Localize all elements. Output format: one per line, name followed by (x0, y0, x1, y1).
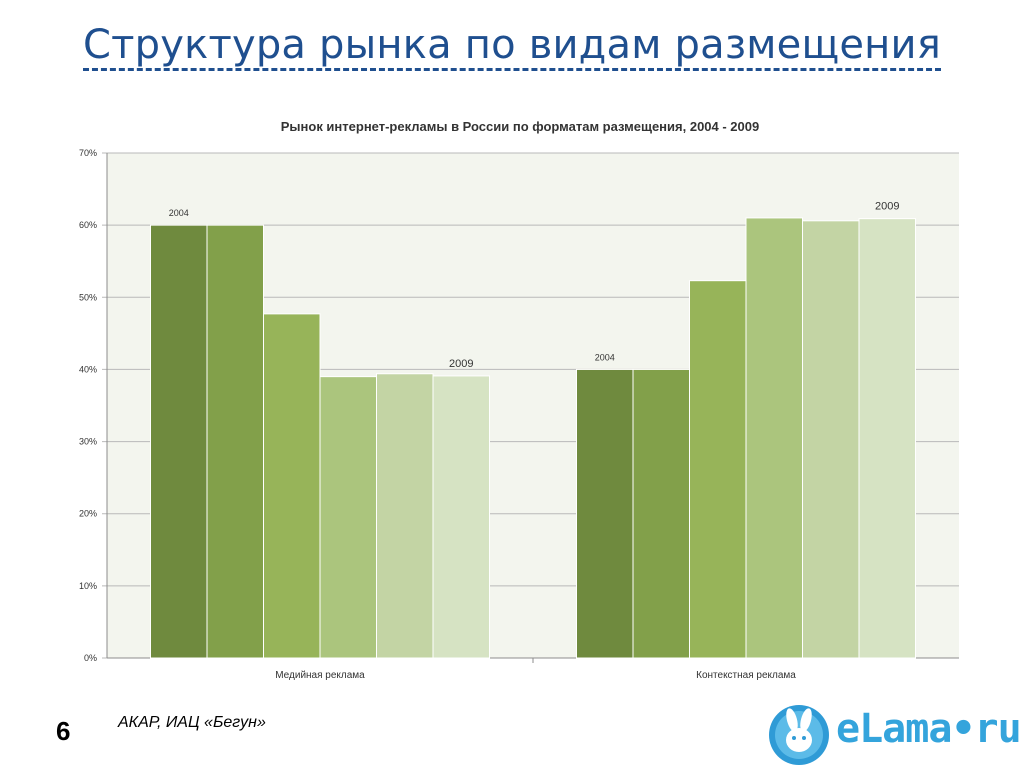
bar (150, 224, 208, 659)
slide-title: Структура рынка по видам размещения (0, 22, 1024, 71)
labels: 0% 10% 20% 30% 40% 50% 60% 70% 2004 2009 Медийная … (79, 148, 900, 681)
chart-title: Рынок интернет-рекламы в России по форма… (281, 119, 759, 134)
x-category-label: Контекстная реклама (696, 670, 796, 681)
y-tick-label: 10% (79, 581, 97, 591)
bar (576, 368, 634, 659)
bar (802, 220, 860, 659)
bar (632, 368, 690, 659)
bar (745, 217, 803, 659)
slide-title-text: Структура рынка по видам размещения (83, 22, 941, 71)
bar (263, 313, 321, 659)
y-tick-label: 40% (79, 364, 97, 374)
y-tick-label: 60% (79, 220, 97, 230)
page-number: 6 (56, 716, 71, 746)
bar-year-label: 2009 (449, 358, 473, 370)
rabbit-logo-icon (769, 705, 829, 765)
bar-year-label: 2004 (595, 352, 615, 362)
source-note: АКАР, ИАЦ «Бегун» (118, 714, 266, 731)
bar (858, 218, 916, 659)
bar (206, 224, 264, 659)
x-category-label: Медийная реклама (275, 670, 365, 681)
bars (150, 217, 916, 659)
logo-text: eLama•ru (836, 706, 1022, 752)
bar (432, 375, 490, 659)
bar-chart: Рынок интернет-рекламы в России по форма… (79, 119, 959, 681)
bar (376, 373, 434, 659)
bar (689, 280, 747, 659)
y-tick-label: 30% (79, 437, 97, 447)
bar (319, 376, 377, 659)
elama-logo[interactable]: eLama•ru (764, 700, 1024, 768)
y-tick-label: 0% (84, 653, 97, 663)
y-tick-label: 50% (79, 292, 97, 302)
y-tick-label: 20% (79, 509, 97, 519)
bar-year-label: 2009 (875, 201, 899, 213)
bar-year-label: 2004 (169, 208, 189, 218)
y-tick-label: 70% (79, 148, 97, 158)
